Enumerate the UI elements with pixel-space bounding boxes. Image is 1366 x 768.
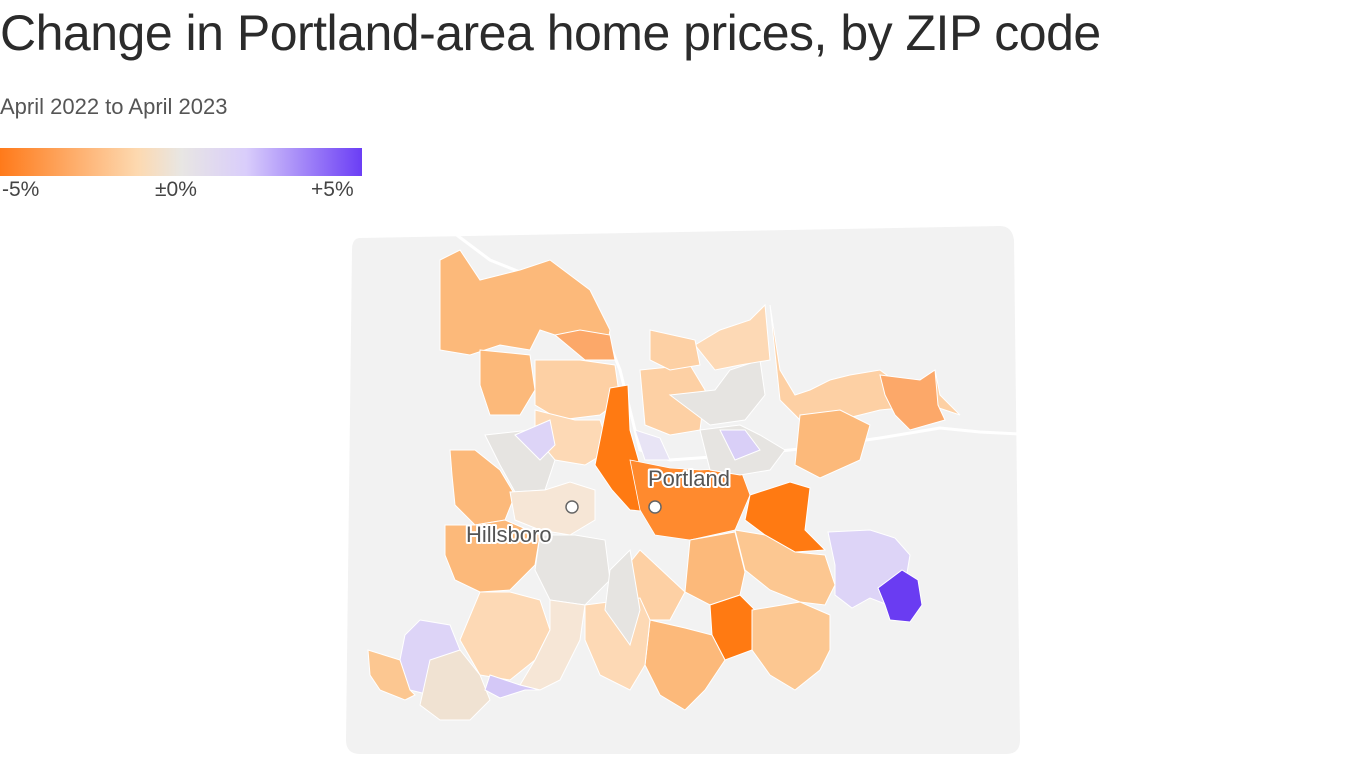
- zip-region: [534, 534, 611, 606]
- portland-label: Portland: [648, 466, 730, 491]
- zip-region: [479, 349, 536, 416]
- zip-region: [367, 649, 416, 701]
- hillsboro-label: Hillsboro: [466, 522, 552, 547]
- zip-region: [751, 601, 831, 691]
- zip-region: [877, 569, 923, 623]
- zip-region: [644, 619, 726, 711]
- legend-max-label: +5%: [311, 178, 354, 201]
- zip-region: [684, 531, 746, 606]
- legend-mid-label: ±0%: [155, 178, 197, 201]
- zip-region: [694, 303, 771, 371]
- hillsboro-marker: [565, 500, 579, 514]
- zip-code-map: Portland Hillsboro: [346, 226, 1021, 754]
- zip-region: [794, 409, 871, 479]
- color-legend: -5% ±0% +5%: [0, 148, 362, 204]
- zip-region: [419, 649, 491, 721]
- legend-gradient-bar: [0, 148, 362, 176]
- zip-region: [668, 359, 766, 426]
- zip-region: [444, 519, 541, 593]
- zip-region: [634, 429, 671, 461]
- zip-region: [734, 529, 836, 606]
- zip-region: [509, 481, 596, 536]
- map-subtitle: April 2022 to April 2023: [0, 94, 228, 119]
- zip-region: [649, 329, 701, 371]
- zip-region: [604, 548, 641, 647]
- zip-region: [514, 419, 556, 461]
- zip-region: [629, 459, 751, 541]
- legend-min-label: -5%: [2, 178, 40, 201]
- zip-region: [553, 329, 616, 361]
- zip-region: [484, 674, 541, 699]
- zip-region: [719, 429, 761, 461]
- zip-region: [879, 369, 946, 431]
- map-title: Change in Portland-area home prices, by …: [0, 5, 1101, 61]
- portland-marker: [648, 500, 662, 514]
